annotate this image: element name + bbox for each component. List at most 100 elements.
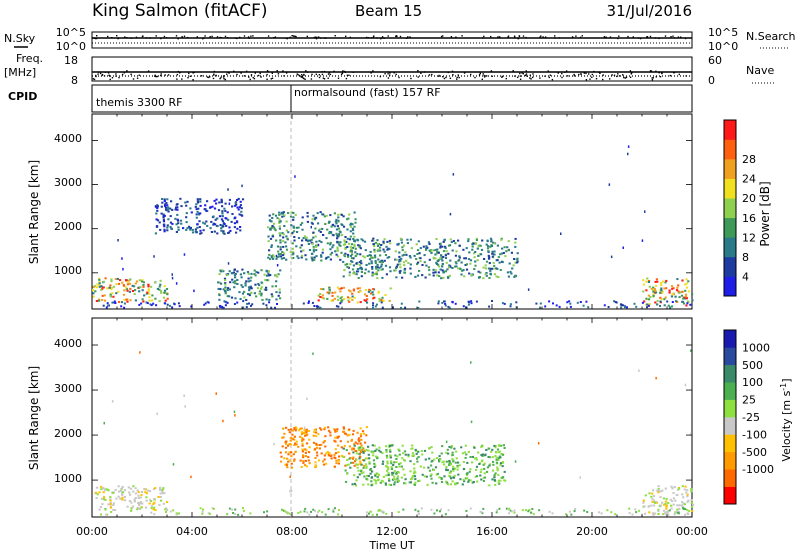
velocity-cell bbox=[439, 510, 441, 513]
velocity-cell bbox=[315, 465, 318, 468]
power-cell bbox=[109, 284, 112, 287]
power-cell bbox=[465, 268, 469, 271]
power-cell bbox=[373, 250, 376, 253]
velocity-cell bbox=[334, 430, 337, 433]
freq-point bbox=[649, 70, 652, 72]
nsky-point bbox=[141, 35, 144, 38]
power-cell bbox=[372, 307, 374, 309]
velocity-cell bbox=[96, 493, 99, 496]
power-cell bbox=[224, 217, 227, 220]
velocity-cell bbox=[445, 480, 448, 483]
velocity-cell bbox=[364, 441, 367, 444]
power-cell bbox=[496, 259, 499, 262]
power-cell bbox=[416, 253, 419, 255]
freq-point bbox=[452, 74, 454, 76]
power-cell bbox=[223, 277, 227, 280]
power-cell bbox=[244, 284, 247, 287]
power-cell bbox=[325, 237, 328, 240]
power-cell bbox=[338, 241, 341, 244]
power-cell bbox=[258, 292, 261, 295]
freq-point bbox=[529, 77, 531, 79]
freq-point bbox=[206, 76, 209, 78]
power-cell bbox=[166, 229, 169, 232]
nsearch-tick-high: 10^5 bbox=[708, 26, 738, 39]
power-colorbar-tick: 28 bbox=[742, 153, 756, 166]
nsky-point bbox=[639, 37, 642, 40]
velocity-cell bbox=[283, 457, 286, 460]
velocity-cell bbox=[448, 474, 451, 477]
nsky-point bbox=[395, 35, 398, 37]
power-colorbar-tick: 20 bbox=[742, 192, 756, 205]
power-cell bbox=[485, 243, 488, 246]
power-cell bbox=[156, 209, 159, 212]
power-cell bbox=[389, 242, 392, 245]
power-cell bbox=[337, 216, 340, 219]
power-cell bbox=[162, 213, 165, 216]
power-cell bbox=[338, 234, 341, 237]
power-cell bbox=[195, 203, 198, 206]
power-cell bbox=[462, 248, 465, 251]
velocity-cell bbox=[363, 450, 366, 452]
velocity-cell bbox=[394, 478, 397, 481]
power-cell bbox=[404, 251, 407, 254]
power-cell bbox=[216, 232, 219, 235]
velocity-cell bbox=[457, 473, 460, 476]
velocity-cell bbox=[369, 472, 372, 475]
velocity-cell bbox=[485, 470, 489, 473]
nsky-point bbox=[226, 37, 229, 39]
velocity-cell bbox=[450, 445, 453, 447]
power-cell bbox=[386, 248, 389, 251]
power-colorbar-tick: 8 bbox=[742, 251, 749, 264]
power-cell bbox=[660, 287, 663, 290]
power-cell bbox=[308, 300, 310, 303]
power-y-tick-1000: 1000 bbox=[54, 264, 82, 277]
nsky-point bbox=[202, 38, 204, 40]
power-cell bbox=[423, 254, 426, 257]
power-cell bbox=[268, 301, 271, 304]
power-cell bbox=[159, 283, 162, 286]
power-cell bbox=[354, 218, 357, 221]
velocity-colorbar-label: Velocity [m s-1] bbox=[779, 378, 793, 461]
power-cell bbox=[319, 231, 322, 233]
power-cell bbox=[98, 282, 101, 285]
freq-point bbox=[155, 75, 157, 78]
power-cell bbox=[338, 243, 341, 246]
velocity-cell bbox=[651, 498, 654, 501]
velocity-cell bbox=[402, 508, 405, 511]
power-cell bbox=[134, 282, 137, 285]
power-colorbar-tick: 12 bbox=[742, 231, 756, 244]
power-cell bbox=[428, 273, 431, 276]
power-cell bbox=[148, 296, 151, 299]
power-cell bbox=[227, 232, 230, 234]
power-cell bbox=[125, 286, 128, 289]
velocity-cell bbox=[109, 503, 112, 506]
velocity-cell bbox=[443, 475, 446, 478]
power-cell bbox=[194, 228, 197, 231]
velocity-cell bbox=[290, 489, 293, 493]
velocity-cell bbox=[369, 468, 372, 471]
power-cell bbox=[682, 297, 685, 300]
power-cell bbox=[297, 237, 301, 239]
power-cell bbox=[403, 264, 406, 267]
power-cell bbox=[236, 283, 239, 285]
power-cell bbox=[332, 244, 335, 247]
velocity-cell bbox=[146, 489, 150, 492]
velocity-cell bbox=[440, 481, 444, 483]
power-cell bbox=[336, 240, 339, 243]
freq-point bbox=[299, 75, 301, 77]
power-cell bbox=[400, 302, 403, 305]
power-cell bbox=[386, 256, 389, 259]
velocity-cell bbox=[657, 510, 660, 513]
power-cell bbox=[267, 272, 270, 275]
velocity-cell bbox=[386, 469, 389, 472]
velocity-cell bbox=[469, 456, 472, 458]
velocity-cell bbox=[209, 512, 211, 515]
velocity-cell bbox=[496, 448, 500, 451]
freq-point bbox=[318, 76, 321, 79]
freq-point bbox=[219, 77, 221, 80]
velocity-cell bbox=[395, 458, 398, 460]
freq-point bbox=[483, 76, 486, 78]
power-cell bbox=[227, 218, 230, 221]
power-cell bbox=[346, 218, 349, 221]
freq-point bbox=[345, 77, 348, 80]
